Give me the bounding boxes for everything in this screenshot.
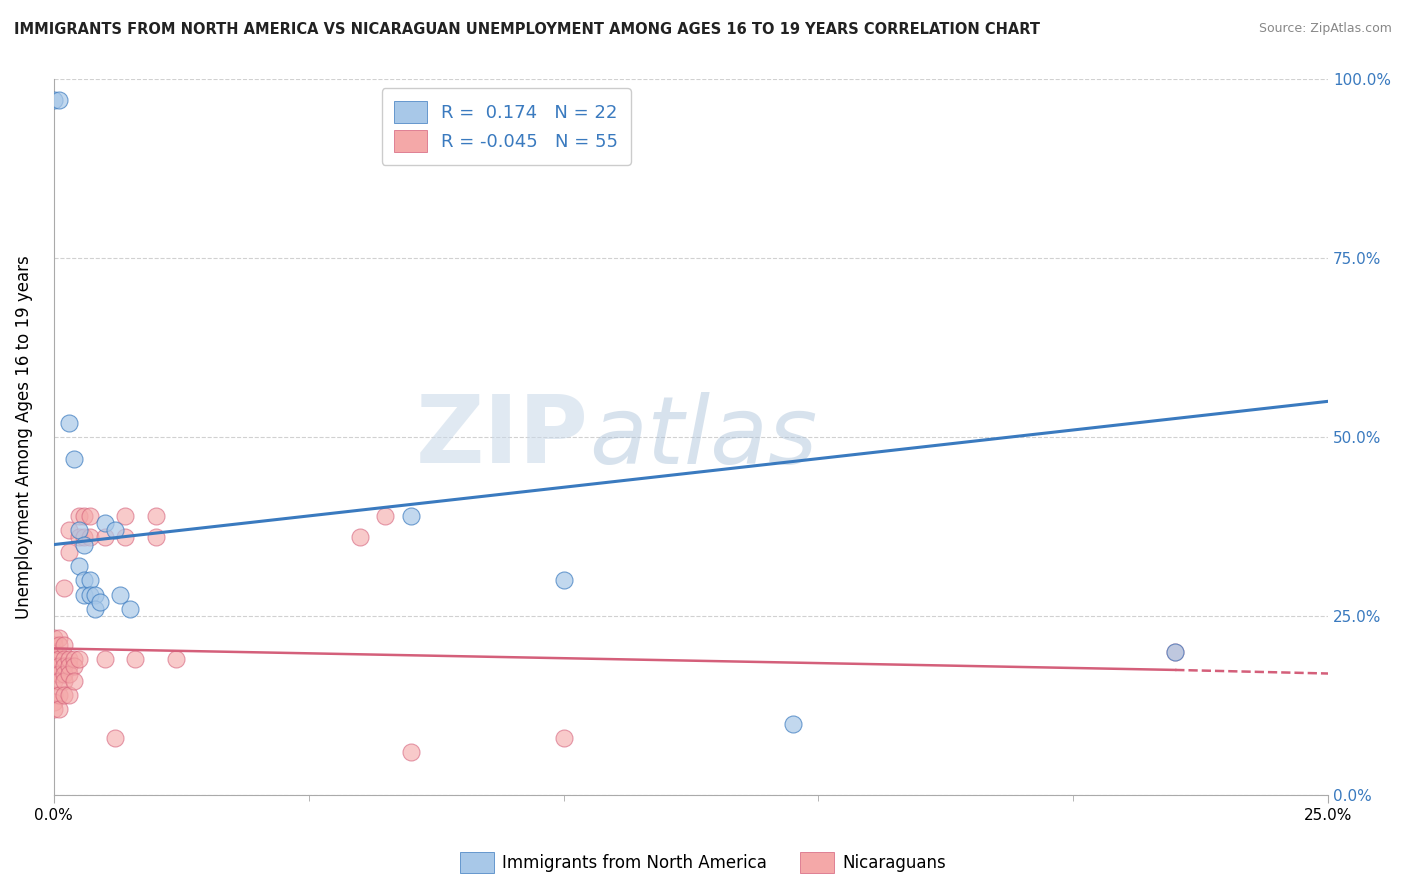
Point — [73, 538, 96, 552]
Point — [553, 731, 575, 745]
Point — [63, 652, 86, 666]
Point — [42, 695, 65, 709]
Point — [73, 508, 96, 523]
Text: atlas: atlas — [589, 392, 817, 483]
Point — [124, 652, 146, 666]
Point — [42, 94, 65, 108]
Point — [108, 588, 131, 602]
Point — [553, 574, 575, 588]
Point — [63, 659, 86, 673]
Legend: R =  0.174   N = 22, R = -0.045   N = 55: R = 0.174 N = 22, R = -0.045 N = 55 — [381, 88, 631, 164]
Point — [79, 588, 101, 602]
Point — [58, 416, 80, 430]
Point — [42, 666, 65, 681]
Point — [42, 638, 65, 652]
Point — [48, 631, 70, 645]
Point — [73, 530, 96, 544]
Point — [53, 581, 76, 595]
Text: ZIP: ZIP — [416, 391, 589, 483]
Point — [1164, 645, 1187, 659]
Point — [42, 631, 65, 645]
Point — [94, 516, 117, 530]
Point — [42, 702, 65, 716]
Point — [48, 94, 70, 108]
Point — [42, 673, 65, 688]
Point — [67, 530, 90, 544]
Point — [399, 745, 422, 759]
Point — [58, 545, 80, 559]
Point — [83, 602, 105, 616]
Point — [782, 716, 804, 731]
Point — [1164, 645, 1187, 659]
Point — [48, 638, 70, 652]
Point — [58, 523, 80, 537]
Point — [53, 652, 76, 666]
Point — [79, 508, 101, 523]
Point — [79, 574, 101, 588]
Point — [53, 688, 76, 702]
Legend: Immigrants from North America, Nicaraguans: Immigrants from North America, Nicaragua… — [454, 846, 952, 880]
Point — [145, 508, 167, 523]
Point — [145, 530, 167, 544]
Y-axis label: Unemployment Among Ages 16 to 19 years: Unemployment Among Ages 16 to 19 years — [15, 255, 32, 619]
Point — [104, 731, 127, 745]
Point — [48, 673, 70, 688]
Point — [48, 659, 70, 673]
Point — [349, 530, 371, 544]
Point — [83, 588, 105, 602]
Point — [53, 666, 76, 681]
Point — [120, 602, 142, 616]
Point — [42, 659, 65, 673]
Point — [67, 523, 90, 537]
Point — [63, 451, 86, 466]
Point — [67, 652, 90, 666]
Point — [114, 508, 136, 523]
Point — [48, 688, 70, 702]
Text: Source: ZipAtlas.com: Source: ZipAtlas.com — [1258, 22, 1392, 36]
Point — [53, 673, 76, 688]
Point — [73, 588, 96, 602]
Point — [165, 652, 187, 666]
Point — [67, 559, 90, 574]
Point — [104, 523, 127, 537]
Point — [42, 645, 65, 659]
Point — [48, 702, 70, 716]
Point — [94, 530, 117, 544]
Point — [79, 530, 101, 544]
Point — [42, 652, 65, 666]
Point — [374, 508, 396, 523]
Point — [58, 659, 80, 673]
Point — [73, 574, 96, 588]
Point — [58, 688, 80, 702]
Point — [399, 508, 422, 523]
Point — [53, 638, 76, 652]
Point — [58, 666, 80, 681]
Point — [58, 652, 80, 666]
Point — [89, 595, 111, 609]
Point — [42, 688, 65, 702]
Point — [48, 666, 70, 681]
Text: IMMIGRANTS FROM NORTH AMERICA VS NICARAGUAN UNEMPLOYMENT AMONG AGES 16 TO 19 YEA: IMMIGRANTS FROM NORTH AMERICA VS NICARAG… — [14, 22, 1040, 37]
Point — [63, 673, 86, 688]
Point — [67, 508, 90, 523]
Point — [94, 652, 117, 666]
Point — [114, 530, 136, 544]
Point — [53, 659, 76, 673]
Point — [48, 652, 70, 666]
